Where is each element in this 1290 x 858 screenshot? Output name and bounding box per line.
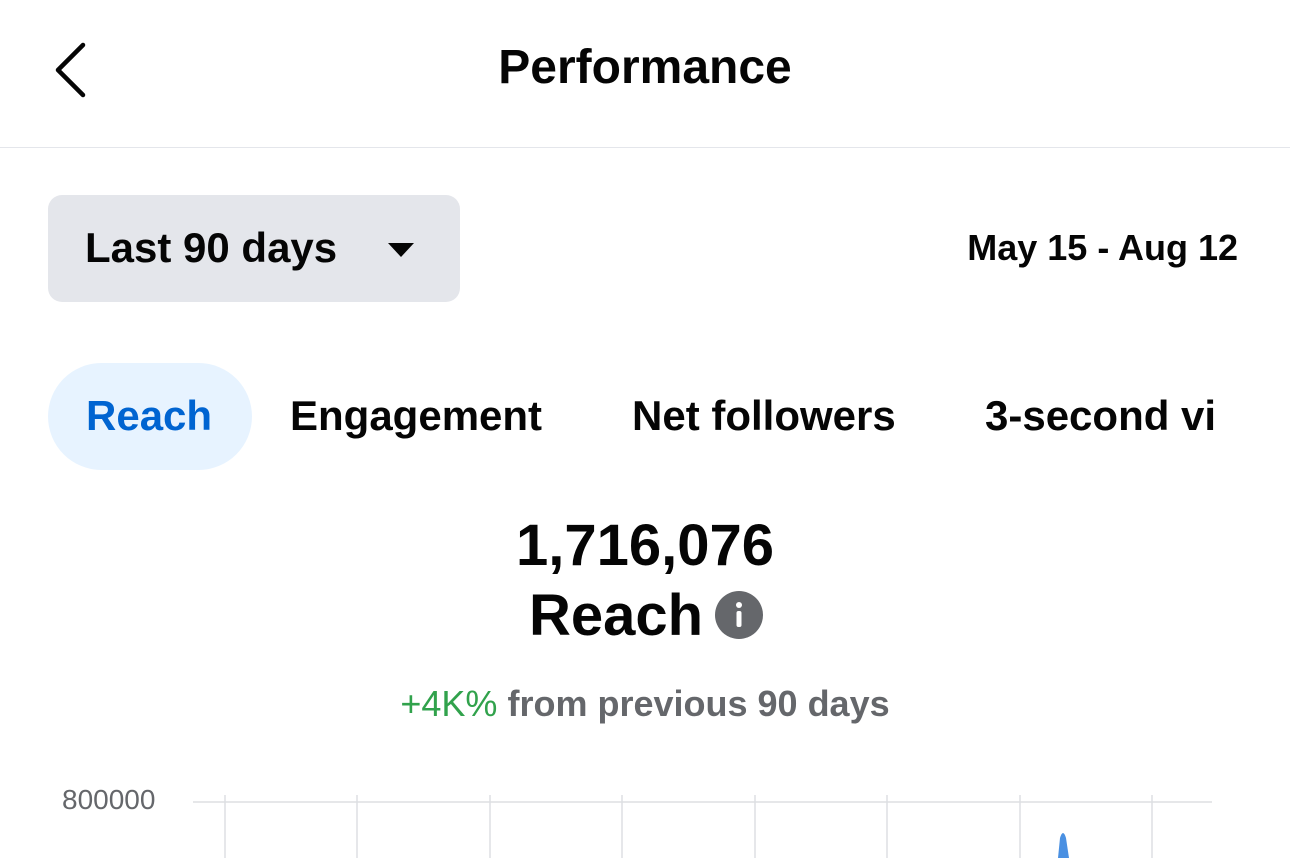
tab[interactable]: 3-second vi: [985, 392, 1217, 439]
back-button[interactable]: [50, 40, 90, 100]
change-note: from previous 90 days: [507, 683, 890, 724]
tab[interactable]: Reach: [86, 392, 213, 439]
page-title: Performance: [498, 41, 792, 94]
change-value: +4K%: [400, 683, 498, 724]
info-icon[interactable]: [715, 591, 763, 639]
change-row: +4K% from previous 90 days: [0, 683, 1290, 725]
metric-label: Reach: [529, 583, 704, 648]
line-peak: [1058, 833, 1069, 858]
tab[interactable]: Net followers: [632, 392, 896, 439]
date-range: May 15 - Aug 12: [967, 227, 1238, 268]
y-tick-label: 800000: [62, 784, 156, 815]
chart: [193, 795, 1212, 858]
range-label: Last 90 days: [85, 224, 338, 271]
range-dropdown[interactable]: [48, 195, 460, 302]
metric-value: 1,716,076: [515, 513, 775, 578]
dropdown-caret: [388, 243, 414, 257]
tab[interactable]: Engagement: [290, 392, 543, 439]
tab-strip: Reach Engagement Net followers 3-second …: [48, 363, 1217, 470]
tab-selected-bg: [48, 363, 252, 470]
divider: [0, 147, 1290, 148]
